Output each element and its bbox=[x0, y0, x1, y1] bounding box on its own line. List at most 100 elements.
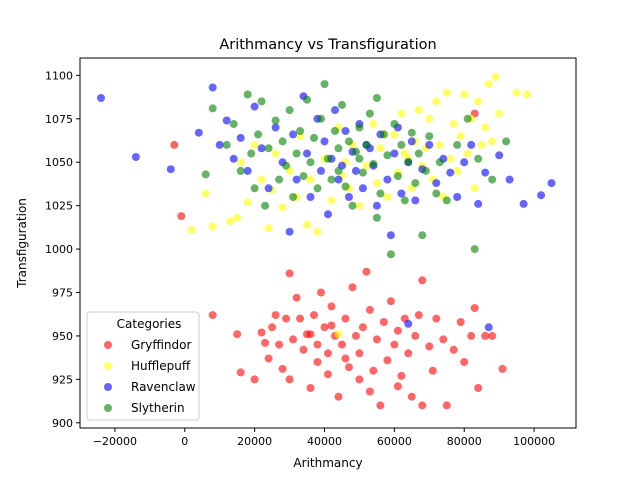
data-point bbox=[470, 184, 479, 193]
data-point bbox=[351, 166, 360, 175]
data-point bbox=[383, 175, 392, 184]
data-point bbox=[537, 191, 546, 200]
data-point bbox=[376, 189, 385, 198]
data-point bbox=[488, 137, 497, 146]
data-point bbox=[243, 90, 252, 99]
data-point bbox=[292, 149, 301, 158]
y-tick-label: 975 bbox=[52, 287, 73, 300]
legend-label: Gryffindor bbox=[131, 338, 192, 352]
data-point bbox=[362, 140, 371, 149]
data-point bbox=[271, 311, 280, 320]
data-point bbox=[365, 109, 374, 118]
data-point bbox=[449, 345, 458, 354]
data-point bbox=[306, 193, 315, 201]
data-point bbox=[474, 384, 483, 392]
data-point bbox=[449, 120, 458, 128]
data-point bbox=[407, 137, 416, 146]
data-point bbox=[372, 335, 381, 344]
data-point bbox=[317, 288, 325, 297]
data-point bbox=[393, 326, 402, 335]
legend-item: Ravenclaw bbox=[104, 380, 196, 394]
data-point bbox=[463, 149, 472, 158]
data-point bbox=[358, 184, 367, 193]
legend-item: Slytherin bbox=[104, 401, 185, 415]
x-tick-label: 80000 bbox=[447, 435, 482, 448]
data-point bbox=[369, 366, 378, 375]
data-point bbox=[376, 144, 385, 153]
data-point bbox=[261, 338, 270, 347]
data-point bbox=[372, 201, 381, 210]
data-point bbox=[474, 154, 483, 163]
data-point bbox=[289, 335, 298, 344]
data-point bbox=[488, 175, 497, 184]
data-point bbox=[131, 153, 140, 161]
data-point bbox=[386, 231, 395, 240]
data-point bbox=[474, 97, 483, 106]
data-point bbox=[432, 189, 441, 198]
data-point bbox=[355, 123, 364, 132]
data-point bbox=[222, 116, 231, 125]
data-point bbox=[467, 140, 476, 149]
data-point bbox=[404, 349, 413, 358]
data-point bbox=[481, 123, 490, 132]
data-point bbox=[243, 198, 252, 207]
data-point bbox=[289, 193, 298, 201]
data-point bbox=[411, 331, 420, 340]
data-point bbox=[282, 161, 291, 170]
data-point bbox=[334, 144, 343, 153]
data-point bbox=[418, 231, 427, 240]
data-point bbox=[296, 127, 305, 135]
data-point bbox=[355, 349, 364, 358]
data-point bbox=[278, 364, 287, 373]
data-point bbox=[257, 175, 266, 184]
data-point bbox=[432, 179, 441, 188]
data-point bbox=[355, 154, 364, 163]
x-axis-label: Arithmancy bbox=[293, 456, 362, 470]
data-point bbox=[226, 217, 235, 226]
data-point bbox=[372, 213, 381, 222]
data-point bbox=[236, 166, 245, 175]
legend-box bbox=[86, 311, 200, 421]
data-point bbox=[362, 161, 371, 170]
data-point bbox=[285, 227, 294, 236]
series-slytherin bbox=[201, 80, 511, 259]
data-point bbox=[467, 331, 476, 340]
data-point bbox=[194, 128, 203, 137]
data-point bbox=[201, 170, 210, 179]
data-point bbox=[365, 305, 374, 314]
data-point bbox=[331, 127, 339, 135]
y-axis: 900 925 950 975 1000 1025 1050 1075 1100 bbox=[45, 69, 80, 430]
legend-item: Gryffindor bbox=[104, 338, 192, 352]
data-point bbox=[390, 120, 399, 128]
legend-label: Slytherin bbox=[131, 401, 185, 415]
data-point bbox=[257, 97, 266, 106]
data-point bbox=[355, 201, 364, 210]
data-point bbox=[474, 199, 483, 208]
y-tick-label: 950 bbox=[52, 330, 73, 343]
data-point bbox=[208, 83, 217, 92]
data-point bbox=[523, 90, 532, 99]
data-point bbox=[386, 297, 395, 306]
data-point bbox=[166, 165, 175, 174]
data-point bbox=[299, 345, 308, 354]
data-point bbox=[327, 196, 336, 205]
data-point bbox=[324, 370, 332, 379]
x-tick-label: 60000 bbox=[377, 435, 412, 448]
data-point bbox=[264, 354, 273, 363]
data-point bbox=[187, 226, 196, 234]
data-point bbox=[264, 144, 273, 153]
data-point bbox=[289, 130, 298, 139]
data-point bbox=[383, 151, 392, 160]
data-point bbox=[257, 144, 266, 153]
data-point bbox=[324, 349, 332, 358]
data-point bbox=[320, 80, 329, 89]
data-point bbox=[351, 147, 360, 156]
data-point bbox=[421, 166, 430, 175]
y-tick-label: 1075 bbox=[45, 113, 73, 126]
data-point bbox=[296, 314, 305, 323]
data-point bbox=[303, 149, 311, 158]
legend-marker bbox=[104, 341, 112, 349]
data-point bbox=[233, 213, 242, 222]
data-point bbox=[460, 358, 469, 366]
